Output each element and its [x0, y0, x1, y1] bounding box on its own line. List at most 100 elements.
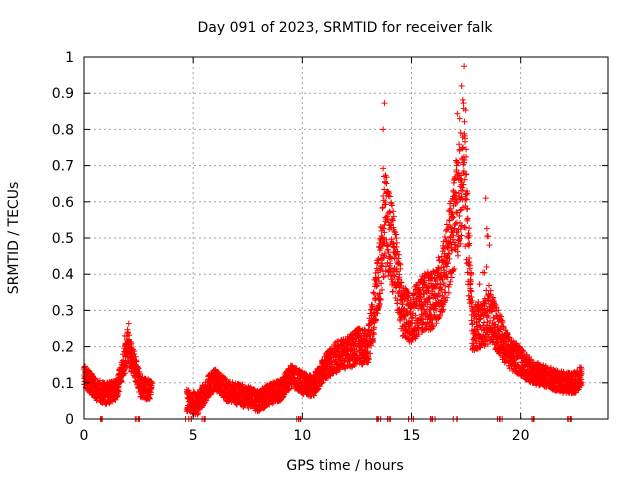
data-point [380, 273, 387, 280]
data-point [131, 350, 138, 357]
data-point [464, 190, 471, 197]
data-point [461, 138, 468, 145]
data-point [456, 235, 463, 242]
data-point [434, 280, 441, 287]
data-point [443, 263, 450, 270]
data-point [375, 274, 382, 281]
data-point [118, 377, 125, 384]
data-point [381, 229, 388, 236]
chart-title: Day 091 of 2023, SRMTID for receiver fal… [198, 20, 494, 36]
data-point [463, 146, 470, 153]
data-point [498, 317, 505, 324]
data-point [115, 388, 122, 395]
data-point [453, 209, 460, 216]
data-point [368, 342, 375, 349]
data-point [440, 279, 447, 286]
data-point [450, 214, 457, 221]
data-point [483, 300, 490, 307]
data-point [459, 187, 466, 194]
data-point [415, 325, 422, 332]
data-point [463, 153, 470, 160]
data-point [461, 118, 468, 125]
data-point [218, 372, 225, 379]
data-point [469, 297, 476, 304]
data-point [433, 320, 440, 327]
data-point [381, 100, 388, 107]
data-point [446, 223, 453, 230]
y-tick-label: 0.4 [52, 267, 74, 283]
data-point [133, 358, 140, 365]
data-point [454, 229, 461, 236]
data-point [493, 304, 500, 311]
data-point [380, 165, 387, 172]
data-point [374, 259, 381, 266]
data-point [506, 334, 513, 341]
x-tick-label: 10 [293, 428, 311, 444]
x-tick-label: 0 [80, 428, 89, 444]
data-point [466, 232, 473, 239]
data-point [456, 115, 463, 122]
data-point [454, 199, 461, 206]
data-point [462, 106, 469, 113]
data-point [444, 294, 451, 301]
x-axis-label: GPS time / hours [286, 458, 403, 474]
y-tick-label: 0.3 [52, 303, 74, 319]
data-point [482, 195, 489, 202]
data-point [456, 212, 463, 219]
data-point [370, 289, 377, 296]
y-tick-label: 0.2 [52, 340, 74, 356]
data-point [349, 336, 356, 343]
data-point [425, 287, 432, 294]
data-point [380, 126, 387, 133]
y-tick-label: 0.1 [52, 376, 74, 392]
data-point [379, 204, 386, 211]
data-point [465, 241, 472, 248]
data-point [383, 236, 390, 243]
data-point [393, 239, 400, 246]
data-point [496, 312, 503, 319]
data-point [449, 266, 456, 273]
data-point [460, 144, 467, 151]
data-point [445, 289, 452, 296]
data-point [369, 303, 376, 310]
data-point [483, 225, 490, 232]
y-tick-label: 0.7 [52, 159, 74, 175]
data-point [446, 255, 453, 262]
data-point [429, 288, 436, 295]
y-axis-label: SRMTID / TECUs [6, 182, 22, 295]
data-point [386, 193, 393, 200]
data-point [487, 287, 494, 294]
data-point [378, 280, 385, 287]
data-point [484, 319, 491, 326]
data-point [135, 365, 142, 372]
data-point [386, 208, 393, 215]
data-point [461, 157, 468, 164]
data-point [398, 279, 405, 286]
data-point [395, 255, 402, 262]
data-point [124, 329, 131, 336]
data-point [389, 202, 396, 209]
data-point [435, 270, 442, 277]
data-point [381, 221, 388, 228]
data-point [460, 100, 467, 107]
data-point [285, 386, 292, 393]
y-tick-label: 1 [65, 50, 74, 66]
data-point [483, 264, 490, 271]
data-point [461, 63, 468, 70]
data-point [372, 317, 379, 324]
data-point [466, 240, 473, 247]
data-point [265, 401, 272, 408]
data-point [469, 320, 476, 327]
data-point [443, 221, 450, 228]
data-point [454, 110, 461, 117]
data-point [380, 274, 387, 281]
data-point [387, 209, 394, 216]
x-tick-label: 20 [512, 428, 530, 444]
data-point [449, 247, 456, 254]
data-point [476, 281, 483, 288]
data-point [382, 201, 389, 208]
data-point [379, 234, 386, 241]
data-point [404, 309, 411, 316]
data-point [475, 330, 482, 337]
